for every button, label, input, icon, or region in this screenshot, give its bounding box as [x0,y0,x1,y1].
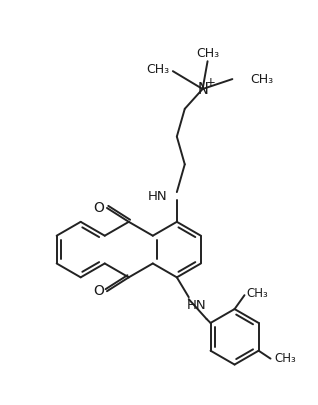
Text: CH₃: CH₃ [274,352,296,365]
Text: CH₃: CH₃ [146,63,169,76]
Text: O: O [93,201,105,215]
Text: CH₃: CH₃ [246,287,268,300]
Text: CH₃: CH₃ [196,47,219,60]
Text: +: + [206,76,216,89]
Text: HN: HN [147,190,167,202]
Text: HN: HN [187,298,206,311]
Text: N: N [197,81,208,96]
Text: CH₃: CH₃ [250,72,273,85]
Text: O: O [93,284,105,298]
